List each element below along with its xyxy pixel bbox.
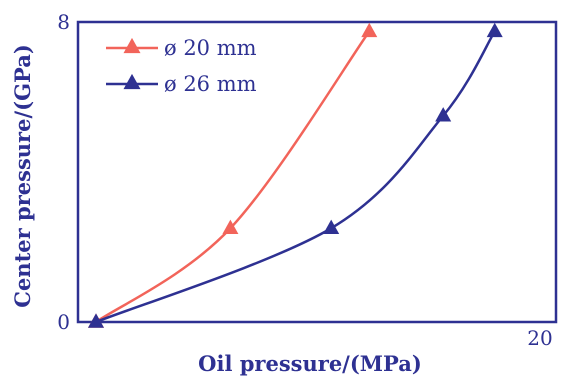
data-point-marker [323, 219, 340, 235]
legend: ø 20 mm ø 26 mm [106, 36, 257, 96]
data-point-marker [361, 22, 378, 38]
series-layer [88, 22, 503, 328]
data-point-marker [88, 313, 104, 328]
series-line [95, 30, 371, 324]
y-axis-label: Center pressure/(GPa) [10, 44, 35, 308]
legend-label: ø 26 mm [164, 72, 257, 96]
legend-marker [123, 37, 141, 54]
data-point-marker [486, 22, 503, 38]
series-2 [88, 22, 503, 328]
legend-label: ø 20 mm [164, 36, 257, 60]
x-tick-label: 20 [527, 326, 552, 350]
data-point-marker [222, 219, 239, 235]
y-tick-label: 0 [57, 310, 70, 334]
x-axis-label: Oil pressure/(MPa) [198, 351, 422, 376]
plot-frame [76, 20, 558, 324]
series-line [95, 30, 496, 324]
legend-marker [123, 73, 141, 90]
y-tick-label: 8 [57, 10, 70, 34]
data-point-marker [435, 107, 452, 122]
axes: 0 8 20 [57, 10, 558, 350]
series-1 [88, 22, 378, 328]
